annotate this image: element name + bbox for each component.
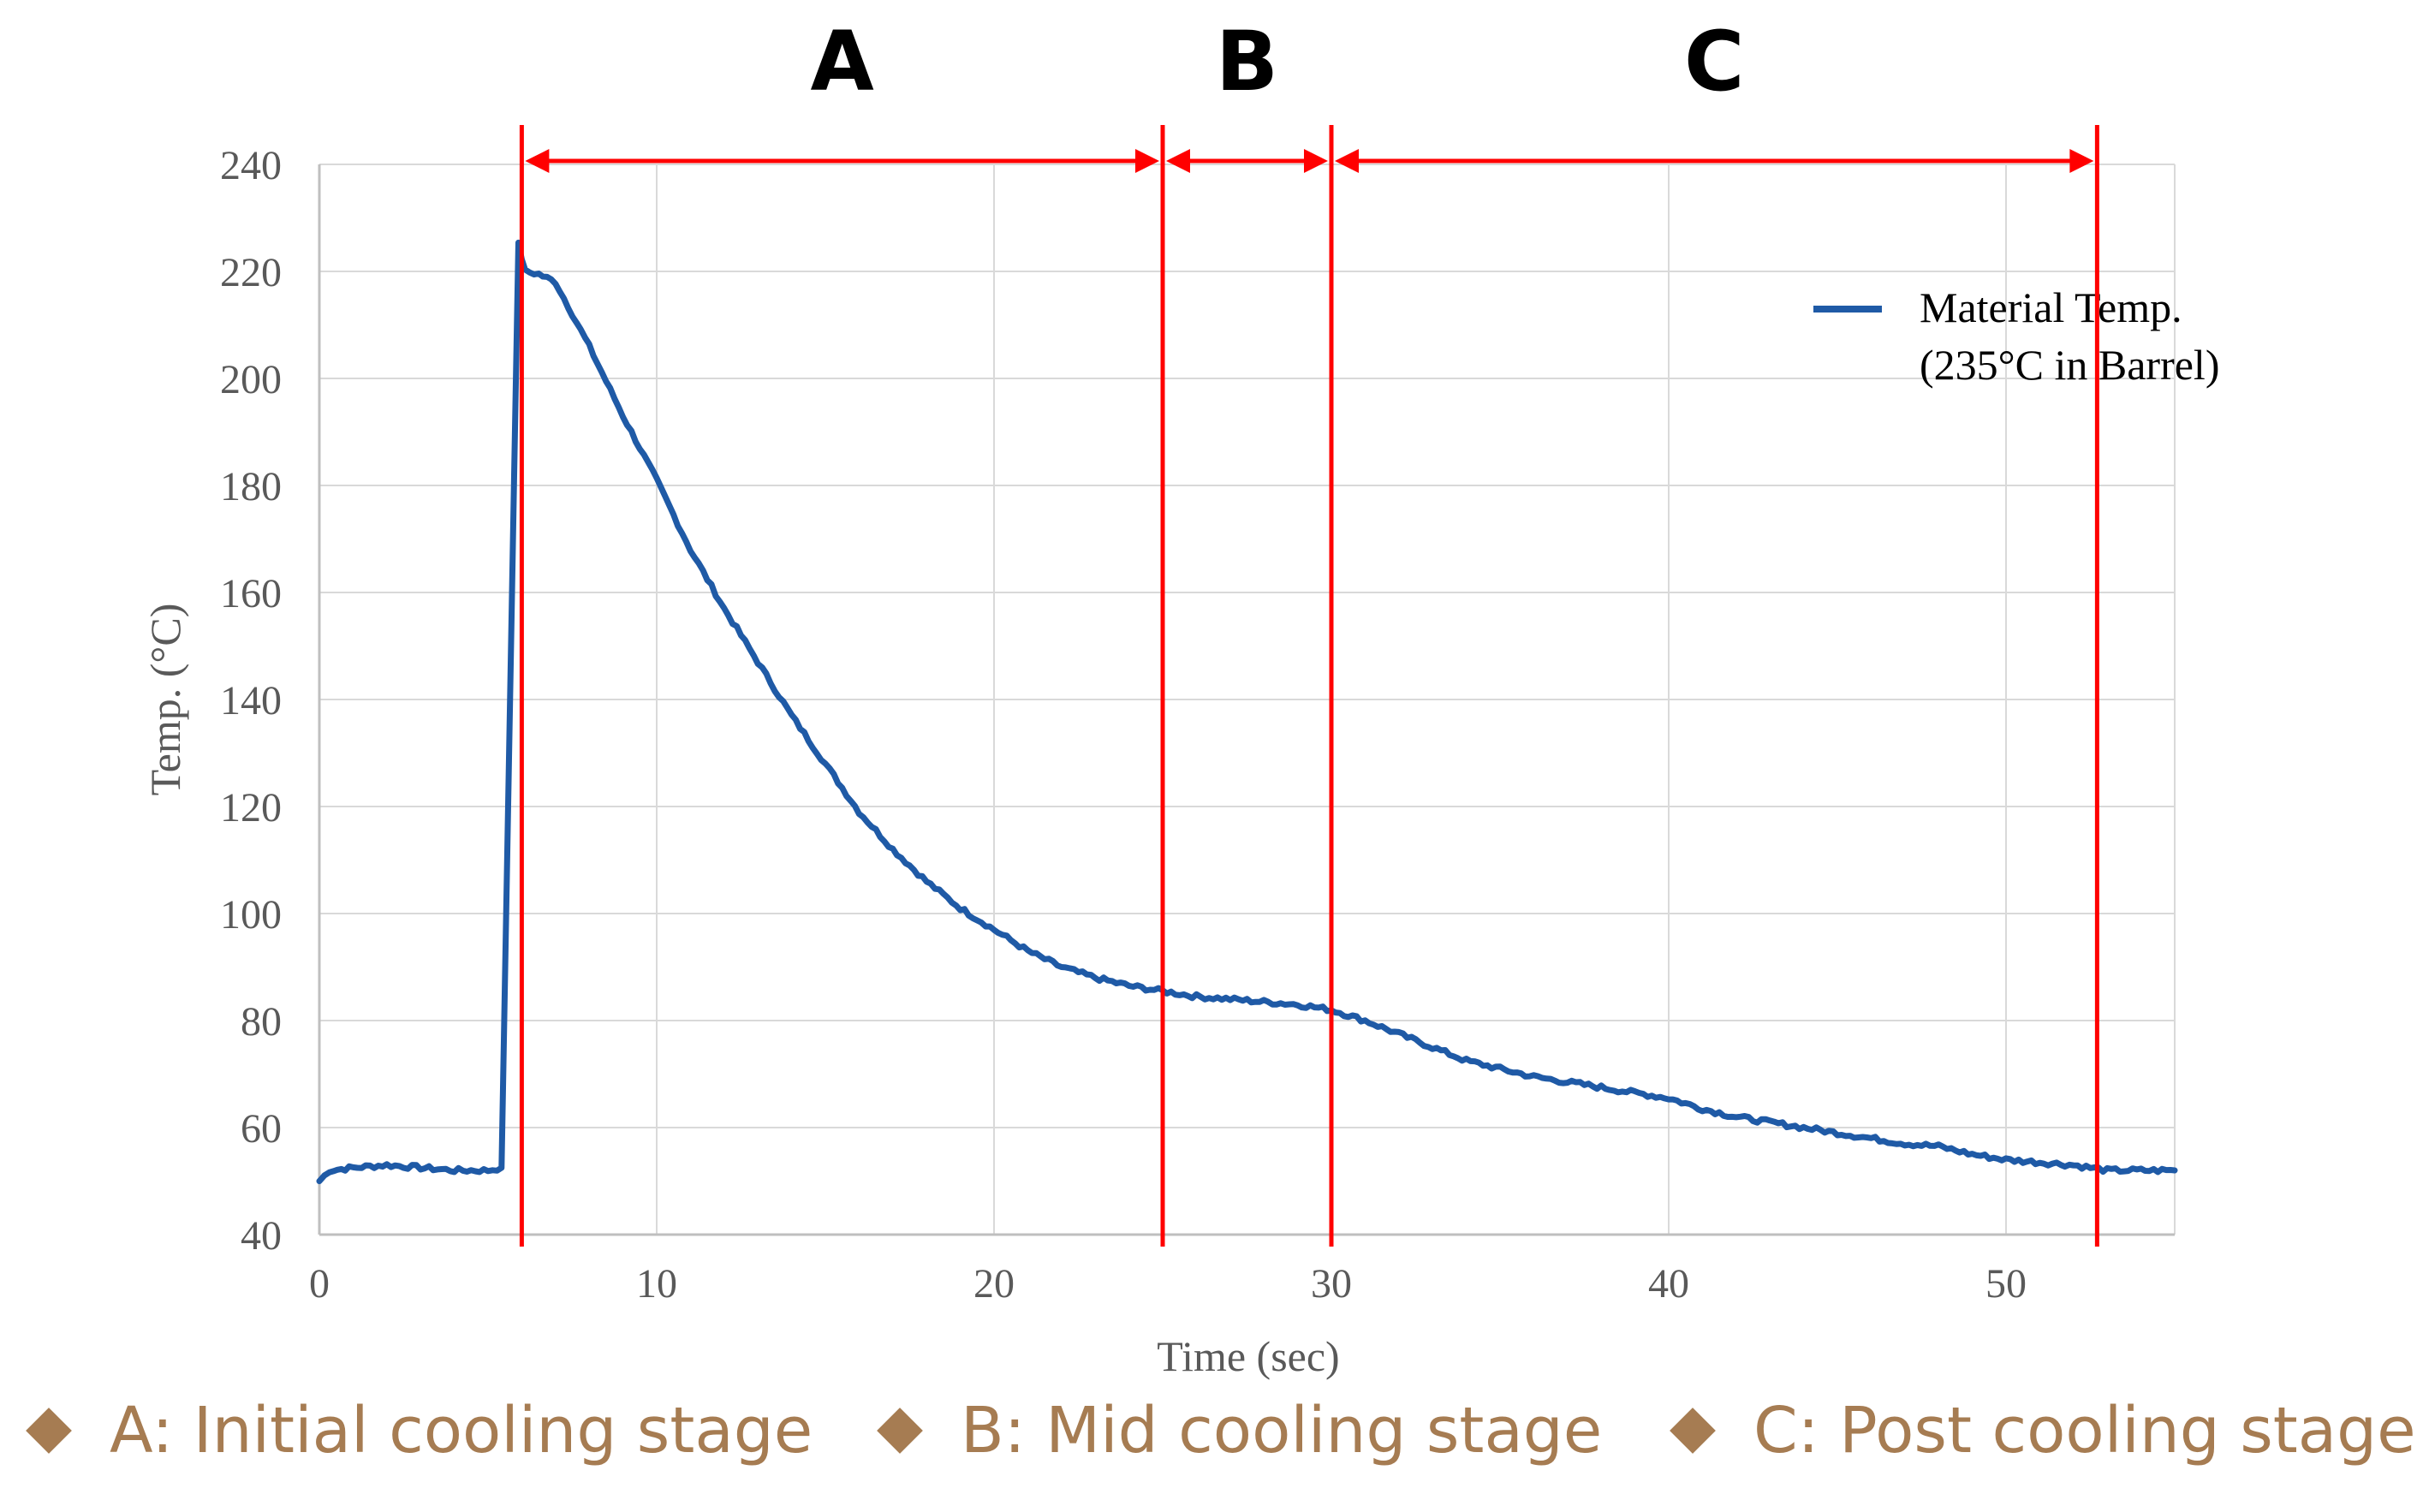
stage-arrow-left-head-c	[1335, 149, 1359, 173]
stage-legend-item-c: C: Post cooling stage	[1670, 1394, 2416, 1467]
stage-letter-b: B	[1216, 14, 1278, 110]
series-line-material-temp	[316, 239, 2178, 1185]
y-tick-label-120: 120	[220, 785, 282, 830]
stage-legend: A: Initial cooling stage B: Mid cooling …	[0, 1394, 2417, 1488]
y-tick-label-80: 80	[241, 999, 282, 1045]
legend-series-label-line1: Material Temp.	[1920, 283, 2182, 331]
diamond-icon	[1670, 1408, 1716, 1454]
chart-legend: Material Temp. (235°C in Barrel)	[1813, 283, 2219, 389]
stage-arrow-left-head-a	[525, 149, 550, 173]
y-tick-label-240: 240	[220, 143, 282, 188]
stage-letter-c: C	[1684, 14, 1744, 110]
stage-arrow-left-head-b	[1166, 149, 1190, 173]
stage-legend-label-b: B: Mid cooling stage	[961, 1394, 1603, 1467]
y-tick-label-140: 140	[220, 678, 282, 723]
y-tick-label-60: 60	[241, 1106, 282, 1152]
y-tick-label-100: 100	[220, 892, 282, 938]
y-tick-label-220: 220	[220, 250, 282, 295]
x-tick-label-30: 30	[1311, 1261, 1352, 1307]
stage-arrow-right-head-c	[2069, 149, 2094, 173]
stage-legend-item-b: B: Mid cooling stage	[877, 1394, 1603, 1467]
x-tick-label-10: 10	[636, 1261, 677, 1307]
stage-markers: A B C	[519, 14, 2099, 1247]
legend-series-label-line2: (235°C in Barrel)	[1920, 341, 2219, 389]
stage-arrow-right-head-a	[1135, 149, 1159, 173]
series-layer	[316, 239, 2178, 1185]
y-tick-label-180: 180	[220, 464, 282, 509]
stage-legend-item-a: A: Initial cooling stage	[26, 1394, 813, 1467]
x-tick-label-20: 20	[973, 1261, 1015, 1307]
x-tick-label-50: 50	[1985, 1261, 2027, 1307]
y-tick-label-40: 40	[241, 1213, 282, 1259]
y-axis-title: Temp. (°C)	[141, 604, 189, 796]
diamond-icon	[26, 1408, 72, 1454]
x-tick-label-0: 0	[309, 1261, 330, 1307]
axes	[318, 164, 2175, 1236]
y-tick-label-160: 160	[220, 571, 282, 616]
stage-letter-a: A	[811, 14, 874, 110]
stage-legend-label-a: A: Initial cooling stage	[110, 1394, 813, 1467]
stage-legend-label-c: C: Post cooling stage	[1753, 1394, 2416, 1467]
y-tick-label-200: 200	[220, 357, 282, 402]
diamond-icon	[877, 1408, 923, 1454]
stage-arrow-right-head-b	[1304, 149, 1328, 173]
tick-labels: 40 60 80 100 120 140 160 180 200 220 240 0 10 20 30 40 5…	[220, 143, 2027, 1307]
x-axis-title: Time (sec)	[1157, 1332, 1339, 1380]
grid-lines	[319, 164, 2176, 1235]
x-tick-label-40: 40	[1648, 1261, 1689, 1307]
